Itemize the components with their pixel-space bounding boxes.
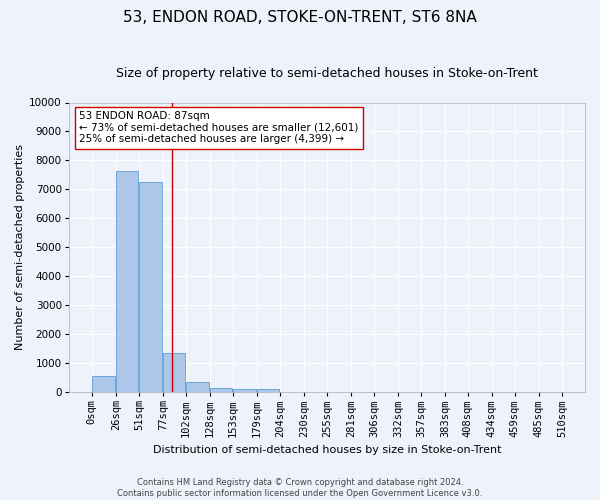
Bar [116, 170, 139, 392]
Y-axis label: Number of semi-detached properties: Number of semi-detached properties [15, 144, 25, 350]
Bar [210, 388, 232, 392]
Title: Size of property relative to semi-detached houses in Stoke-on-Trent: Size of property relative to semi-detach… [116, 68, 538, 80]
Text: 53 ENDON ROAD: 87sqm
← 73% of semi-detached houses are smaller (12,601)
25% of s: 53 ENDON ROAD: 87sqm ← 73% of semi-detac… [79, 111, 358, 144]
Bar [186, 382, 209, 392]
X-axis label: Distribution of semi-detached houses by size in Stoke-on-Trent: Distribution of semi-detached houses by … [152, 445, 501, 455]
Text: 53, ENDON ROAD, STOKE-ON-TRENT, ST6 8NA: 53, ENDON ROAD, STOKE-ON-TRENT, ST6 8NA [123, 10, 477, 25]
Bar [257, 390, 280, 392]
Bar [139, 182, 163, 392]
Bar [233, 388, 256, 392]
Bar [163, 353, 185, 392]
Text: Contains HM Land Registry data © Crown copyright and database right 2024.
Contai: Contains HM Land Registry data © Crown c… [118, 478, 482, 498]
Bar [92, 376, 115, 392]
